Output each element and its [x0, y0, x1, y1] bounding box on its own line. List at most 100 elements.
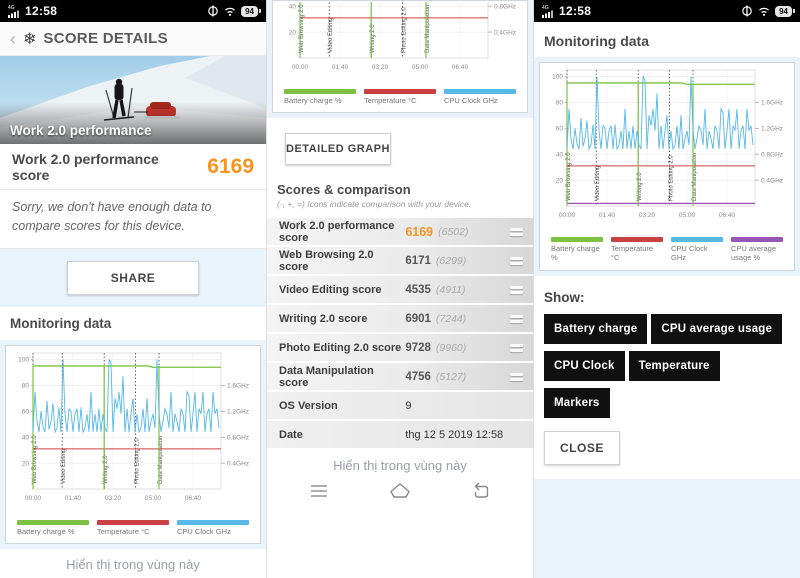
svg-text:20: 20: [22, 460, 30, 467]
svg-text:06:40: 06:40: [185, 495, 202, 502]
equals-comparison-icon: [510, 312, 523, 326]
show-toggle-cpu-average-usage[interactable]: CPU average usage: [651, 313, 783, 344]
svg-text:0.4GHz: 0.4GHz: [761, 177, 783, 184]
svg-text:1.2GHz: 1.2GHz: [227, 408, 249, 415]
score-row[interactable]: Writing 2.0 score 6901 (7244): [267, 305, 533, 333]
legend-color-bar: [444, 89, 516, 94]
score-row[interactable]: Web Browsing 2.0 score 6171 (6299): [267, 247, 533, 275]
svg-text:Video Editing: Video Editing: [328, 18, 334, 53]
close-section: CLOSE: [544, 430, 790, 465]
show-section: Show: Battery charge CPU average usage CPU…: [534, 276, 800, 479]
battery-icon: 94: [775, 5, 795, 17]
score-row[interactable]: Video Editing score 4535 (4911): [267, 276, 533, 304]
show-toggle-markers[interactable]: Markers: [544, 387, 610, 418]
svg-text:20: 20: [556, 177, 564, 184]
battery-icon: 94: [241, 5, 261, 17]
vibrate-icon: [208, 5, 218, 17]
svg-text:Photo Editing 2.0: Photo Editing 2.0: [134, 437, 140, 483]
svg-text:Writing 2.0: Writing 2.0: [637, 172, 643, 201]
android-navbar: [267, 475, 533, 511]
svg-text:Web Browsing 2.0: Web Browsing 2.0: [299, 4, 305, 53]
legend-item: CPU Clock GHz: [671, 237, 723, 263]
row-value: 9728: [405, 341, 431, 354]
page-title: SCORE DETAILS: [43, 30, 168, 47]
screen-scores-comparison: 204060801000.4GHz0.8GHz1.2GHz1.6GHz00:00…: [267, 0, 533, 578]
no-comparison-note: Sorry, we don't have enough data to comp…: [0, 190, 266, 249]
show-toggle-temperature[interactable]: Temperature: [628, 350, 720, 381]
wifi-icon: [225, 7, 236, 16]
info-row[interactable]: Date thg 12 5 2019 12:58: [267, 421, 533, 449]
info-row[interactable]: OS Version 9: [267, 392, 533, 420]
monitoring-chart-section: 204060801000.4GHz0.8GHz1.2GHz1.6GHz00:00…: [267, 0, 533, 119]
menu-nav-icon[interactable]: [307, 481, 331, 501]
svg-text:Video Editing: Video Editing: [595, 166, 601, 201]
back-nav-icon[interactable]: [469, 481, 493, 501]
svg-text:40: 40: [289, 3, 297, 10]
legend-color-bar: [17, 519, 89, 525]
monitoring-chart-svg: 204060801000.4GHz0.8GHz1.2GHz1.6GHz00:00…: [274, 2, 526, 86]
region-caption: Hiển thị trong vùng này: [66, 556, 200, 572]
monitoring-chart-svg: 204060801000.4GHz0.8GHz1.2GHz1.6GHz00:00…: [541, 64, 793, 234]
signal-strength-icon: 4G: [542, 5, 553, 18]
legend-color-bar: [284, 89, 356, 94]
home-nav-icon[interactable]: [388, 481, 412, 501]
chart-legend: Battery charge % Temperature °C CPU Clock …: [274, 86, 526, 111]
svg-text:03:20: 03:20: [639, 212, 656, 219]
svg-text:20: 20: [289, 29, 297, 36]
svg-text:01:40: 01:40: [65, 495, 82, 502]
svg-text:00:00: 00:00: [25, 495, 42, 502]
legend-label: Temperature °C: [611, 244, 654, 263]
legend-item: CPU average usage %: [731, 237, 783, 263]
legend-item: Battery charge %: [284, 89, 356, 105]
legend-label: Temperature °C: [364, 96, 417, 105]
score-row[interactable]: Work 2.0 performance score 6169 (6502): [267, 218, 533, 246]
app-header: ‹ ❄ SCORE DETAILS: [0, 22, 266, 56]
row-label: Work 2.0 performance score: [279, 219, 395, 244]
show-label: Show:: [544, 289, 585, 305]
monitoring-chart[interactable]: 204060801000.4GHz0.8GHz1.2GHz1.6GHz00:00…: [272, 0, 528, 114]
status-left: 4G 12:58: [542, 4, 591, 18]
share-button[interactable]: SHARE: [67, 260, 199, 295]
chart-legend: Battery charge % Temperature °C CPU Clock …: [541, 234, 793, 269]
svg-text:Web Browsing 2.0: Web Browsing 2.0: [32, 434, 38, 483]
detailed-graph-section: DETAILED GRAPH: [267, 118, 533, 166]
row-value: 6171: [405, 254, 431, 267]
score-row[interactable]: Photo Editing 2.0 score 9728 (9960): [267, 334, 533, 362]
equals-comparison-icon: [510, 254, 523, 268]
share-section: SHARE: [0, 248, 266, 307]
wifi-icon: [759, 7, 770, 16]
row-label: Photo Editing 2.0 score: [279, 341, 402, 354]
back-icon[interactable]: ‹: [10, 28, 16, 49]
legend-color-bar: [551, 237, 603, 242]
svg-text:80: 80: [22, 382, 30, 389]
score-value: 6169: [207, 154, 254, 178]
svg-text:0.4GHz: 0.4GHz: [227, 460, 249, 467]
equals-comparison-icon: [510, 370, 523, 384]
scores-comparison-title: Scores & comparison: [277, 182, 411, 198]
row-comparison-value: (9960): [435, 341, 467, 354]
detailed-graph-button[interactable]: DETAILED GRAPH: [285, 133, 391, 166]
monitoring-data-title: Monitoring data: [10, 315, 112, 331]
row-label: Data Manipulation score: [279, 364, 374, 389]
legend-label: Battery charge %: [284, 96, 342, 105]
legend-color-bar: [364, 89, 436, 94]
monitoring-chart-svg: 204060801000.4GHz0.8GHz1.2GHz1.6GHz00:00…: [7, 346, 259, 517]
show-toggle-cpu-clock[interactable]: CPU Clock: [544, 350, 625, 381]
svg-text:Writing 2.0: Writing 2.0: [103, 454, 109, 483]
row-label: OS Version: [279, 399, 338, 412]
score-row[interactable]: Data Manipulation score 4756 (5127): [267, 363, 533, 391]
row-comparison-value: (7244): [435, 312, 467, 325]
show-toggle-battery-charge[interactable]: Battery charge: [544, 313, 648, 344]
legend-color-bar: [611, 237, 663, 242]
scores-comparison-note: (-, +, =) Icons indicate comparison with…: [277, 199, 472, 210]
ski-photo: [0, 56, 266, 144]
svg-text:00:00: 00:00: [292, 64, 309, 71]
score-summary-row: Work 2.0 performance score 6169: [0, 144, 266, 190]
svg-text:Photo Editing 2.0: Photo Editing 2.0: [668, 155, 674, 201]
close-button[interactable]: CLOSE: [544, 430, 620, 465]
legend-color-bar: [177, 519, 249, 525]
legend-item: CPU Clock GHz: [177, 519, 249, 536]
